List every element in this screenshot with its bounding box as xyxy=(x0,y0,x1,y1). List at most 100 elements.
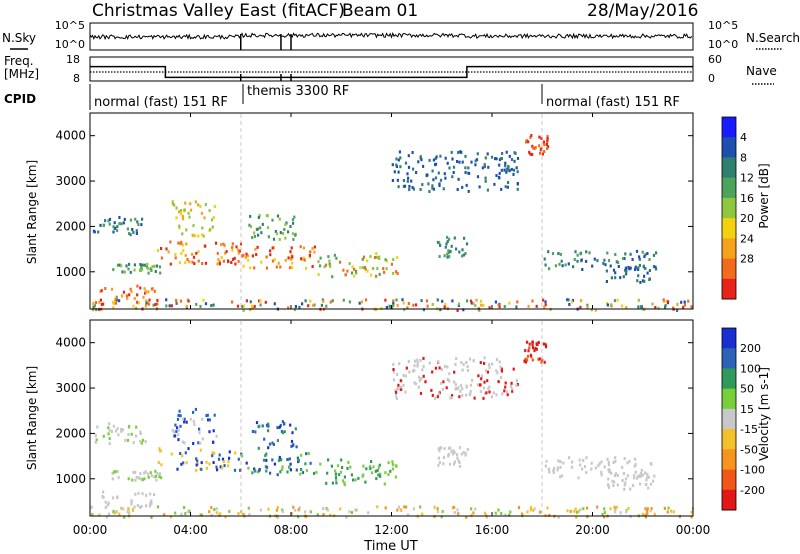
data-cell xyxy=(322,513,325,516)
data-cell xyxy=(492,391,495,395)
data-cell xyxy=(238,249,241,253)
data-cell xyxy=(133,268,136,272)
data-cell xyxy=(543,257,546,261)
data-cell xyxy=(195,463,198,467)
data-cell xyxy=(462,253,465,257)
data-cell xyxy=(171,200,174,204)
data-cell xyxy=(295,445,298,449)
data-cell xyxy=(652,479,655,483)
data-cell xyxy=(107,432,110,436)
data-cell xyxy=(201,437,204,441)
data-cell xyxy=(603,465,606,469)
data-cell xyxy=(641,279,645,283)
data-cell xyxy=(609,507,612,511)
data-cell xyxy=(117,433,120,437)
data-cell xyxy=(375,252,378,255)
data-cell xyxy=(646,271,649,275)
data-cell xyxy=(413,381,416,385)
data-cell xyxy=(647,475,650,479)
data-cell xyxy=(169,262,172,266)
data-cell xyxy=(361,257,364,261)
data-cell xyxy=(392,299,395,303)
data-cell xyxy=(179,424,182,428)
data-cell xyxy=(237,512,240,515)
data-cell xyxy=(128,232,131,235)
data-cell xyxy=(112,470,116,474)
data-cell xyxy=(297,508,300,512)
data-cell xyxy=(480,299,483,303)
data-cell xyxy=(621,465,624,469)
data-cell xyxy=(453,380,456,384)
data-cell xyxy=(543,150,546,153)
data-cell xyxy=(105,515,108,519)
data-cell xyxy=(391,460,394,464)
data-cell xyxy=(392,271,395,275)
data-cell xyxy=(373,256,377,259)
data-cell xyxy=(181,454,184,458)
data-cell xyxy=(153,493,156,497)
data-cell xyxy=(483,380,486,384)
data-cell xyxy=(559,465,562,469)
data-cell xyxy=(453,505,456,509)
data-cell xyxy=(277,458,281,462)
data-cell xyxy=(472,302,475,306)
data-cell xyxy=(458,461,461,464)
data-cell xyxy=(267,429,270,433)
data-cell xyxy=(407,176,410,180)
data-cell xyxy=(464,154,467,158)
data-cell xyxy=(603,511,606,515)
data-cell xyxy=(325,304,328,308)
data-cell xyxy=(266,226,269,230)
data-cell xyxy=(459,384,462,388)
data-cell xyxy=(510,167,513,171)
data-cell xyxy=(150,268,153,272)
data-cell xyxy=(395,390,398,394)
data-cell xyxy=(110,287,114,291)
data-cell xyxy=(467,369,470,372)
data-cell xyxy=(132,230,135,234)
data-cell xyxy=(575,515,578,519)
data-cell xyxy=(299,472,302,476)
data-cell xyxy=(108,222,111,226)
data-cell xyxy=(399,165,402,169)
data-cell xyxy=(529,508,532,512)
data-cell xyxy=(571,460,574,464)
data-cell xyxy=(379,474,382,478)
data-cell xyxy=(504,161,507,165)
data-cell xyxy=(649,509,652,513)
data-cell xyxy=(462,363,465,367)
data-cell xyxy=(567,298,570,302)
data-cell xyxy=(419,358,422,362)
data-cell xyxy=(474,159,477,163)
data-cell xyxy=(184,253,187,257)
data-cell xyxy=(326,508,329,512)
data-cell xyxy=(545,345,548,349)
data-cell xyxy=(451,157,454,161)
data-cell xyxy=(126,296,129,300)
data-cell xyxy=(133,505,136,509)
data-cell xyxy=(116,225,119,229)
data-cell xyxy=(487,387,490,391)
data-cell xyxy=(591,264,594,268)
data-cell xyxy=(136,504,139,508)
data-cell xyxy=(150,474,153,478)
data-cell xyxy=(197,234,200,238)
data-cell xyxy=(504,513,507,517)
data-cell xyxy=(205,466,208,470)
data-cell xyxy=(347,460,350,464)
data-cell xyxy=(348,300,351,304)
data-cell xyxy=(614,459,617,463)
data-cell xyxy=(425,173,428,177)
data-cell xyxy=(193,423,196,426)
data-cell xyxy=(358,301,361,305)
data-cell xyxy=(130,502,133,506)
data-cell xyxy=(466,365,469,369)
data-cell xyxy=(449,249,452,253)
data-cell xyxy=(464,252,467,255)
data-cell xyxy=(215,434,218,438)
data-cell xyxy=(461,254,464,258)
data-cell xyxy=(495,393,498,397)
data-cell xyxy=(440,368,443,371)
data-cell xyxy=(603,507,606,511)
data-cell xyxy=(539,148,543,152)
